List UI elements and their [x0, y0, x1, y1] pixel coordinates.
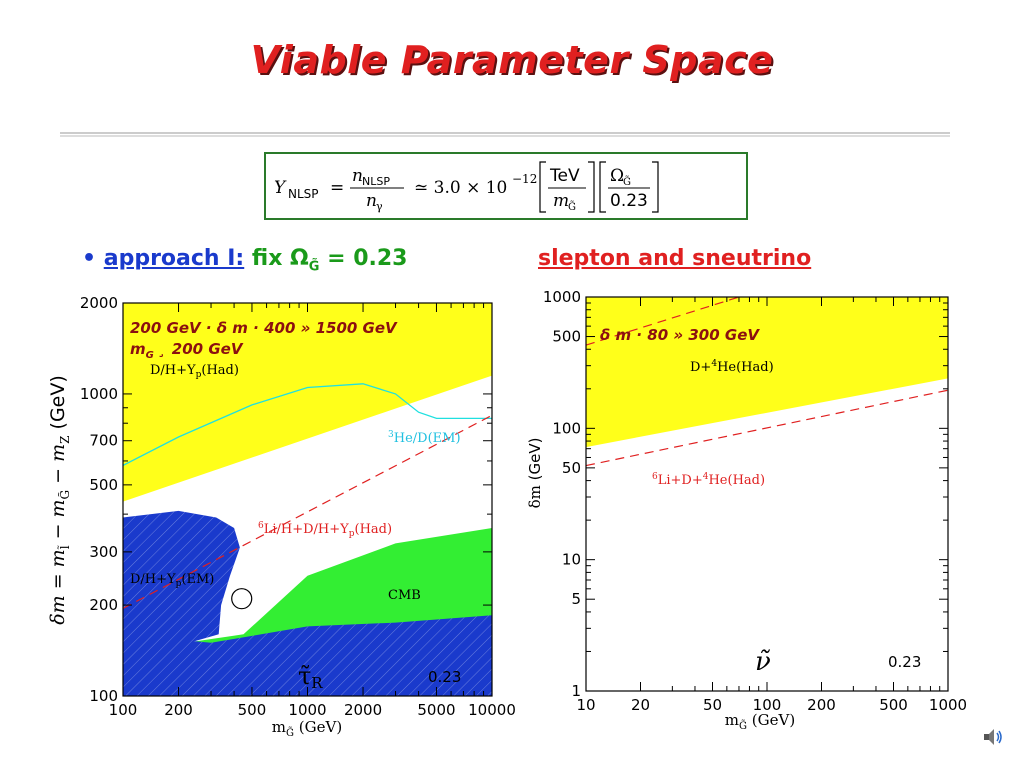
y-tick-label: 1	[571, 682, 581, 700]
bullet-dot: •	[82, 246, 97, 271]
formula-frac2-num: Ω	[610, 166, 624, 186]
left-xlabel: mG̃ (GeV)	[272, 718, 342, 739]
li-had-dashed-line	[123, 414, 492, 609]
x-tick-label: 50	[703, 696, 722, 714]
svg-text:=: =	[330, 178, 344, 198]
y-tick-label: 100	[89, 687, 118, 705]
x-tick-label: 1000	[288, 701, 326, 719]
x-tick-label: 1000	[929, 696, 967, 714]
left-annotation-line2: mG ¸ 200 GeV	[130, 340, 244, 361]
y-tick-label: 1000	[543, 288, 581, 306]
sneutrino-parameter-chart: 10 20 50 100 200 500 1000 1 5 10 50 100 500 1000 mG̃…	[526, 288, 967, 732]
li-d-he-had-label: 6Li+D+4He(Had)	[652, 472, 765, 488]
x-tick-label: 200	[164, 701, 193, 719]
formula-num: n	[352, 166, 363, 186]
y-tick-label: 2000	[80, 294, 118, 312]
formula-approx: ≃ 3.0 × 10	[414, 178, 507, 198]
x-tick-label: 2000	[344, 701, 382, 719]
y-tick-label: 300	[89, 543, 118, 561]
formula-exp: −12	[512, 172, 537, 186]
x-tick-label: 100	[753, 696, 782, 714]
dh-yp-em-label: D/H+Yp(EM)	[130, 572, 214, 589]
li-he-had-dashed-line	[586, 389, 948, 467]
approach-label: approach I:	[103, 246, 245, 271]
approach-bullet: • approach I: fix ΩG̃ = 0.23	[82, 246, 407, 274]
y-tick-label: 500	[552, 328, 581, 346]
right-ylabel: δm (GeV)	[526, 438, 544, 509]
li-had-label: 6Li/H+D/H+Yp(Had)	[258, 521, 392, 539]
x-tick-label: 10000	[468, 701, 516, 719]
formula-frac1-den: m	[553, 191, 569, 211]
formula-den-sub: γ	[376, 200, 383, 213]
title-divider	[60, 127, 950, 137]
formula-num-sub: NLSP	[362, 175, 390, 188]
blue-left-hatch	[123, 510, 240, 662]
yellow-region	[123, 303, 492, 502]
x-tick-label: 500	[238, 701, 267, 719]
d-he-had-label: D+4He(Had)	[690, 359, 774, 375]
slepton-heading: slepton and sneutrino	[538, 246, 812, 271]
y-tick-label: 700	[89, 432, 118, 450]
stau-particle-label: τ̃R	[298, 662, 323, 692]
y-tick-label: 5	[571, 590, 581, 608]
y-tick-label: 200	[89, 596, 118, 614]
y-tick-label: 100	[552, 419, 581, 437]
formula-frac1-num: TeV	[549, 166, 580, 186]
right-omega-label: 0.23	[888, 653, 921, 671]
yellow-region	[586, 297, 948, 448]
formula-frac1-den-sub: G̃	[568, 201, 576, 213]
right-annotation: δ m · 80 » 300 GeV	[600, 326, 760, 344]
x-tick-label: 5000	[417, 701, 455, 719]
x-tick-label: 20	[631, 696, 650, 714]
stau-parameter-chart: 100 200 500 1000 2000 5000 10000 100 200 300 500 7…	[47, 294, 516, 739]
formula-lhs-sub: NLSP	[288, 187, 319, 201]
formula-lhs: Y	[274, 178, 287, 198]
he-d-em-line	[123, 383, 492, 466]
y-tick-label: 500	[89, 476, 118, 494]
approach-text: fix Ω	[244, 246, 309, 271]
speaker-icon[interactable]	[982, 726, 1004, 748]
approach-sub: G̃	[308, 259, 320, 275]
x-tick-label: 100	[109, 701, 138, 719]
formula-den: n	[366, 191, 377, 211]
upper-dashed-line	[586, 297, 740, 346]
he-d-em-label: 3He/D(EM)	[388, 430, 461, 446]
blue-bottom-hatch	[123, 615, 492, 696]
sneutrino-particle-label: ν̃	[755, 647, 771, 677]
formula-frac2-den: 0.23	[610, 191, 648, 211]
left-ylabel: δm = ml̃ − mG̃ − mZ (GeV)	[47, 375, 72, 625]
y-tick-label: 50	[562, 459, 581, 477]
approach-tail: = 0.23	[319, 246, 408, 271]
left-annotation-line1: 200 GeV · δ m · 400 » 1500 GeV	[130, 319, 398, 337]
y-tick-label: 10	[562, 551, 581, 569]
x-tick-label: 200	[807, 696, 836, 714]
x-tick-label: 10	[576, 696, 595, 714]
page-title: Viable Parameter Space	[250, 38, 774, 82]
dh-yp-had-label: D/H+Yp(Had)	[150, 363, 239, 380]
left-omega-label: 0.23	[428, 668, 461, 686]
right-xlabel: mG̃ (GeV)	[725, 711, 795, 732]
cmb-label: CMB	[388, 588, 421, 603]
nlsp-yield-formula: Y NLSP = n NLSP n γ ≃ 3.0 × 10 −12 TeV m…	[264, 152, 748, 220]
benchmark-circle-marker	[231, 588, 253, 610]
y-tick-label: 1000	[80, 385, 118, 403]
formula-frac2-num-sub: G̃	[623, 176, 631, 188]
x-tick-label: 500	[879, 696, 908, 714]
